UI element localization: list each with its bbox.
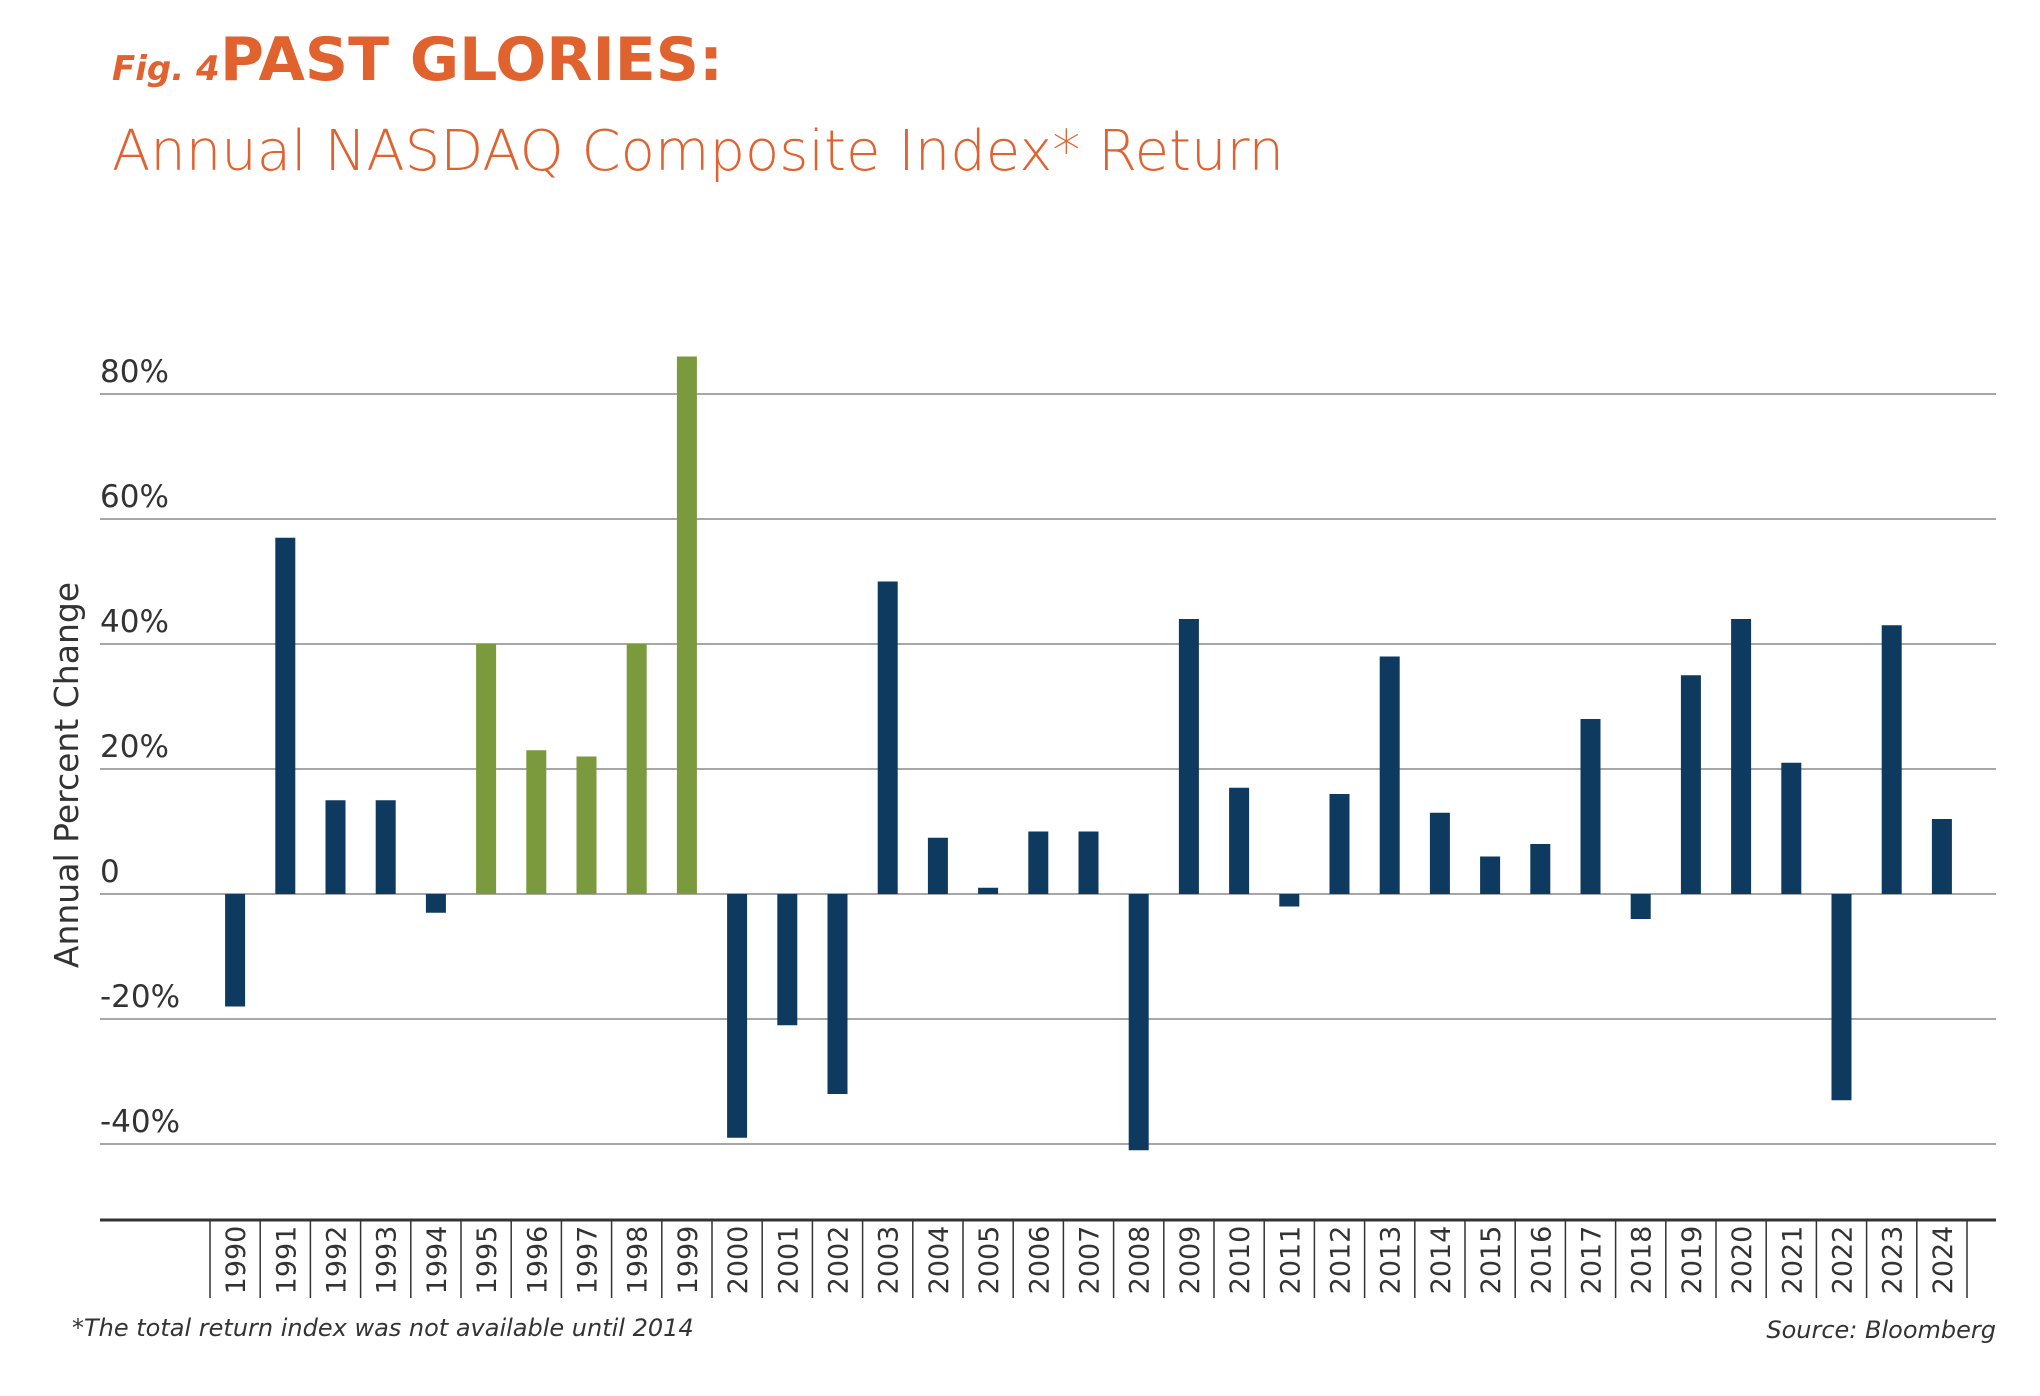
- bar-1996: [526, 750, 547, 894]
- x-tick-label: 2005: [974, 1226, 1005, 1295]
- x-tick-label: 1996: [522, 1226, 553, 1295]
- bar-2008: [1128, 894, 1149, 1151]
- x-tick-label: 2011: [1275, 1226, 1306, 1295]
- bar-2011: [1279, 894, 1300, 907]
- x-tick-label: 2002: [824, 1226, 855, 1295]
- bar-2019: [1680, 675, 1701, 894]
- x-tick-label: 2013: [1376, 1226, 1407, 1295]
- x-tick-label: 2015: [1476, 1226, 1507, 1295]
- bar-1998: [626, 644, 647, 894]
- bar-1995: [476, 644, 497, 894]
- bar-2009: [1178, 619, 1199, 894]
- x-tick-label: 2019: [1677, 1226, 1708, 1295]
- bar-2024: [1931, 819, 1952, 894]
- gridlines: [100, 393, 1996, 1145]
- bar-2000: [727, 894, 748, 1138]
- x-tick-label: 2017: [1577, 1226, 1608, 1295]
- bar-2013: [1379, 656, 1400, 894]
- x-tick-label: 1998: [623, 1226, 654, 1295]
- bar-2003: [877, 581, 898, 894]
- bar-2010: [1229, 787, 1250, 894]
- y-axis-label: Annual Percent Change: [47, 582, 86, 968]
- bar-2012: [1329, 794, 1350, 894]
- bar-1990: [225, 894, 246, 1007]
- bar-2004: [927, 837, 948, 894]
- y-tick-label: 60%: [100, 479, 169, 515]
- bar-2002: [827, 894, 848, 1094]
- x-tick-label: 1993: [372, 1226, 403, 1295]
- figure-label: Fig. 4: [112, 49, 220, 89]
- x-tick-label: 2021: [1777, 1226, 1808, 1295]
- x-tick-label: 2009: [1175, 1226, 1206, 1295]
- chart-subtitle: Annual NASDAQ Composite Index* Return: [112, 119, 1284, 184]
- bar-2015: [1480, 856, 1501, 894]
- bar-1991: [275, 537, 296, 894]
- bar-2001: [777, 894, 798, 1026]
- bar-2016: [1530, 844, 1551, 894]
- bar-1992: [325, 800, 346, 894]
- bar-2017: [1580, 719, 1601, 894]
- x-tick-label: 2007: [1075, 1226, 1106, 1295]
- footnote: *The total return index was not availabl…: [72, 1314, 694, 1342]
- x-tick-label: 1991: [271, 1226, 302, 1295]
- x-tick-label: 1990: [221, 1226, 252, 1295]
- x-tick-label: 1995: [472, 1226, 503, 1295]
- x-tick-label: 2006: [1024, 1226, 1055, 1295]
- y-tick-label: 0: [100, 854, 120, 890]
- x-tick-label: 2003: [874, 1226, 905, 1295]
- bar-1997: [576, 756, 597, 894]
- x-tick-label: 2012: [1326, 1226, 1357, 1295]
- y-tick-label: -20%: [100, 979, 180, 1015]
- bar-2006: [1028, 831, 1049, 894]
- y-tick-label: 20%: [100, 729, 169, 765]
- y-tick-label: 80%: [100, 354, 169, 390]
- source-note: Source: Bloomberg: [1766, 1316, 1996, 1344]
- x-tick-label: 2014: [1426, 1226, 1457, 1295]
- x-tick-label: 2023: [1878, 1226, 1909, 1295]
- bar-2020: [1731, 619, 1752, 894]
- bar-2022: [1831, 894, 1852, 1101]
- bars: [225, 356, 1952, 1151]
- y-tick-label: -40%: [100, 1104, 180, 1140]
- x-tick-label: 2001: [773, 1226, 804, 1295]
- bar-2014: [1429, 812, 1450, 894]
- bar-2021: [1781, 762, 1802, 894]
- x-tick-label: 2010: [1225, 1226, 1256, 1295]
- bar-1994: [425, 894, 446, 913]
- x-tick-label: 2016: [1526, 1226, 1557, 1295]
- x-tick-label: 2004: [924, 1226, 955, 1295]
- bar-2005: [978, 887, 999, 894]
- bar-2018: [1630, 894, 1651, 919]
- x-tick-label: 2000: [723, 1226, 754, 1295]
- x-tick-label: 2022: [1828, 1226, 1859, 1295]
- y-axis-ticks: 80% 60% 40% 20% 0 -20% -40%: [100, 354, 180, 1140]
- bar-1999: [676, 356, 697, 894]
- bar-1993: [375, 800, 396, 894]
- x-tick-label: 1999: [673, 1226, 704, 1295]
- bar-2023: [1881, 625, 1902, 894]
- x-tick-label: 2020: [1727, 1226, 1758, 1295]
- y-tick-label: 40%: [100, 604, 169, 640]
- x-tick-label: 1994: [422, 1226, 453, 1295]
- x-axis-ticks: 1990 1991 1992 1993 1994 1995 1996 1997 1998 1999…: [209, 1220, 1968, 1298]
- x-tick-label: 1997: [573, 1226, 604, 1295]
- bar-2007: [1078, 831, 1099, 894]
- x-tick-label: 2008: [1125, 1226, 1156, 1295]
- x-tick-label: 1992: [322, 1226, 353, 1295]
- x-tick-label: 2018: [1627, 1226, 1658, 1295]
- chart-title: PAST GLORIES:: [220, 25, 723, 95]
- x-tick-label: 2024: [1928, 1226, 1959, 1295]
